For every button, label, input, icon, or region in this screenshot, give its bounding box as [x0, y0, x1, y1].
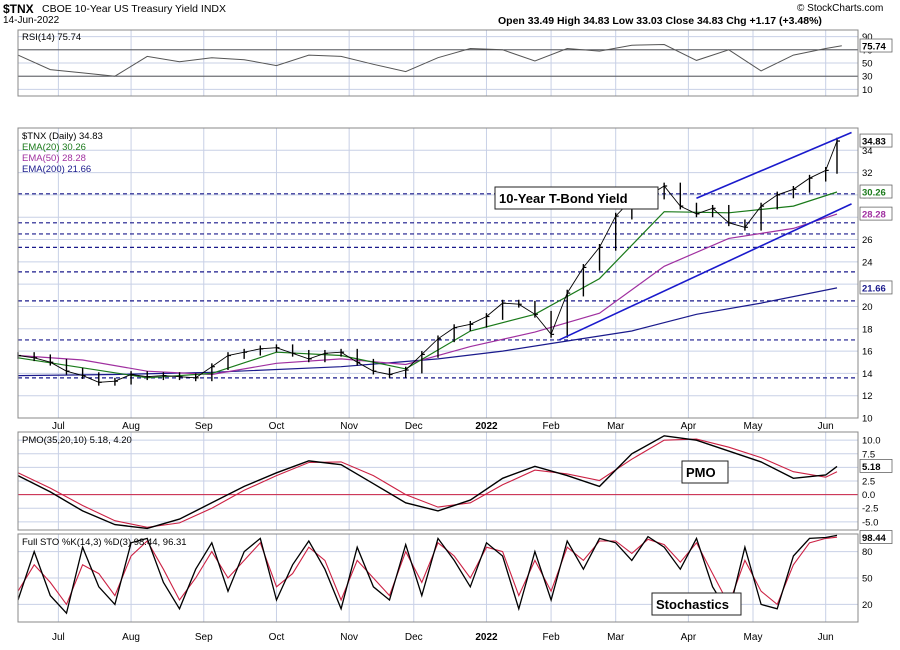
- pmo-annotation-box: [681, 460, 729, 484]
- price-last-value: 34.83: [862, 137, 886, 148]
- ema200-last-value-box: [859, 280, 893, 295]
- rsi-line: [17, 43, 842, 77]
- x-tick-label: Mar: [607, 421, 625, 432]
- ema200-last-value: 21.66: [862, 283, 886, 294]
- x-tick-label-bottom: May: [744, 632, 763, 643]
- x-tick-label: Jul: [52, 421, 65, 432]
- x-tick-label: May: [744, 421, 763, 432]
- price-panel-frame: [17, 127, 859, 419]
- price-line: [17, 140, 838, 383]
- x-tick-label-bottom: Apr: [681, 632, 697, 643]
- y-tick-label: -5.0: [862, 517, 878, 528]
- ema20-last-value-box: [859, 184, 893, 199]
- x-tick-label-bottom: Oct: [269, 632, 285, 643]
- price-annotation: 10-Year T-Bond Yield: [499, 191, 628, 206]
- y-tick-label: 10.0: [862, 436, 881, 447]
- ema50-line: [17, 213, 838, 376]
- x-tick-label: Nov: [340, 421, 358, 432]
- y-tick-label: 50: [862, 59, 873, 70]
- x-tick-label-bottom: Feb: [542, 632, 560, 643]
- y-tick-label: 7.5: [862, 449, 875, 460]
- x-tick-label-bottom: 2022: [475, 632, 498, 643]
- y-tick-label: 10: [862, 414, 873, 425]
- x-tick-label-bottom: Jun: [818, 632, 834, 643]
- chart-date: 14-Jun-2022: [3, 15, 60, 26]
- chart-description: CBOE 10-Year US Treasury Yield INDX: [42, 3, 227, 15]
- y-tick-label: 26: [862, 235, 873, 246]
- x-tick-label: Feb: [542, 421, 560, 432]
- x-tick-label: Aug: [122, 421, 140, 432]
- sto-last-value-box: [859, 530, 893, 544]
- y-tick-label: 16: [862, 347, 873, 358]
- ema20-line: [17, 191, 838, 379]
- x-tick-label: Jun: [818, 421, 834, 432]
- x-tick-label: Sep: [195, 421, 213, 432]
- y-tick-label: 2.5: [862, 477, 875, 488]
- lower-trendline: [558, 203, 852, 341]
- pmo-panel-frame: [17, 431, 859, 531]
- pmo-last-value-box: [859, 459, 893, 473]
- y-tick-label: 90: [862, 32, 873, 43]
- price-last-value-box: [859, 133, 893, 148]
- y-tick-label: 50: [862, 574, 873, 585]
- y-tick-label: 24: [862, 257, 873, 268]
- pmo-label: PMO(35,20,10) 5.18, 4.20: [22, 435, 132, 446]
- rsi-panel-frame: [17, 29, 859, 97]
- y-tick-label: 18: [862, 324, 873, 335]
- rsi-last-value-box: [859, 38, 893, 53]
- y-tick-label: 34: [862, 146, 873, 157]
- chart-symbol: $TNX: [3, 2, 34, 16]
- x-tick-label-bottom: Dec: [405, 632, 423, 643]
- x-tick-label-bottom: Jul: [52, 632, 65, 643]
- sto-annotation-box: [651, 592, 742, 616]
- y-tick-label: 20: [862, 302, 873, 313]
- ohlc-readout: Open 33.49 High 34.83 Low 33.03 Close 34…: [498, 15, 822, 27]
- ema50-last-value-box: [859, 206, 893, 221]
- pmo-last-value: 5.18: [862, 462, 881, 473]
- x-tick-label-bottom: Aug: [122, 632, 140, 643]
- sto-annotation: Stochastics: [656, 597, 729, 612]
- ema20-last-value: 30.26: [862, 188, 886, 199]
- price-title: $TNX (Daily) 34.83: [22, 131, 103, 142]
- sto-k-line: [17, 534, 838, 615]
- rsi-last-value: 75.74: [862, 42, 886, 53]
- y-tick-label: 32: [862, 168, 873, 179]
- annotation-box: [494, 186, 659, 210]
- y-tick-label: 30: [862, 72, 873, 83]
- upper-trendline: [696, 131, 852, 200]
- x-tick-label-bottom: Nov: [340, 632, 358, 643]
- y-tick-label: 80: [862, 547, 873, 558]
- x-tick-label-bottom: Mar: [607, 632, 625, 643]
- y-tick-label: -2.5: [862, 504, 878, 515]
- ema20-legend: EMA(20) 30.26: [22, 142, 86, 153]
- sto-last-value: 98.44: [862, 533, 886, 544]
- pmo-annotation: PMO: [686, 465, 716, 480]
- y-tick-label: 20: [862, 600, 873, 611]
- sto-d-line: [17, 536, 838, 606]
- y-tick-label: 12: [862, 391, 873, 402]
- x-tick-label: Dec: [405, 421, 423, 432]
- brand-watermark: © StockCharts.com: [797, 3, 884, 14]
- x-tick-label-bottom: Sep: [195, 632, 213, 643]
- pmo-line: [17, 435, 838, 530]
- x-tick-label: Apr: [681, 421, 697, 432]
- y-tick-label: 0.0: [862, 490, 875, 501]
- sto-label: Full STO %K(14,3) %D(3) 98.44, 96.31: [22, 537, 187, 548]
- ema50-last-value: 28.28: [862, 210, 886, 221]
- ema200-legend: EMA(200) 21.66: [22, 164, 91, 175]
- sto-panel-frame: [17, 533, 859, 623]
- y-tick-label: 14: [862, 369, 873, 380]
- x-tick-label: 2022: [475, 421, 498, 432]
- ema50-legend: EMA(50) 28.28: [22, 153, 86, 164]
- rsi-label: RSI(14) 75.74: [22, 32, 81, 43]
- y-tick-label: 10: [862, 85, 873, 96]
- x-tick-label: Oct: [269, 421, 285, 432]
